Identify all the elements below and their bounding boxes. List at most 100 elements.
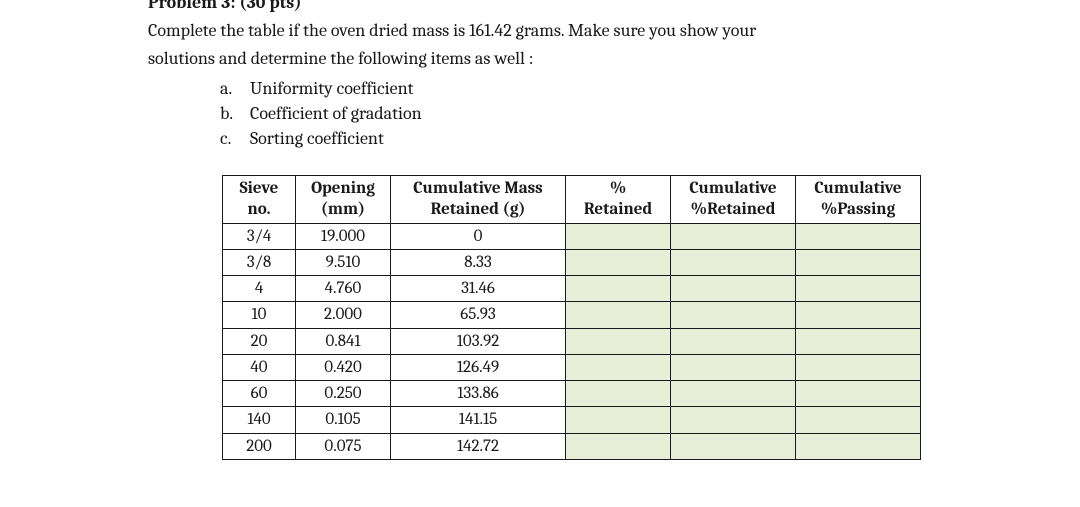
cell-cumpass [796,407,921,433]
cell-sieve: 60 [223,381,296,407]
th-sieve: Sieve no. [223,176,296,224]
cell-cumret [671,381,796,407]
item-a-marker: a. [220,76,238,101]
item-a: a. Uniformity coefficient [220,76,932,101]
item-c: c. Sorting coefficient [220,126,932,151]
table-header-row: Sieve no. Opening (mm) Cumulative Mass R… [223,176,921,224]
cell-cumret [671,354,796,380]
th-cmass-l1: Cumulative Mass [413,179,542,198]
table-wrap: Sieve no. Opening (mm) Cumulative Mass R… [222,175,932,460]
intro-line-1: Complete the table if the oven dried mas… [148,19,932,43]
table-row: 1400.105141.15 [223,407,921,433]
table-row: 3/419.0000 [223,223,921,249]
cell-cumret [671,276,796,302]
cell-sieve: 200 [223,433,296,459]
table-body: 3/419.00003/89.5108.3344.76031.46102.000… [223,223,921,459]
item-c-text: Sorting coefficient [250,126,384,151]
th-opening: Opening (mm) [296,176,391,224]
item-c-marker: c. [220,126,238,151]
cell-sieve: 4 [223,276,296,302]
cell-opening: 9.510 [296,249,391,275]
cell-cmass: 65.93 [391,302,566,328]
cell-pctret [566,249,671,275]
th-cumret-l2: %Retained [691,200,776,219]
table-row: 3/89.5108.33 [223,249,921,275]
th-cumpass: Cumulative %Passing [796,176,921,224]
cell-opening: 0.841 [296,328,391,354]
cell-cmass: 31.46 [391,276,566,302]
cell-cumpass [796,302,921,328]
cell-pctret [566,381,671,407]
item-b-text: Coefficient of gradation [250,101,422,126]
cell-opening: 19.000 [296,223,391,249]
item-a-text: Uniformity coefficient [250,76,414,101]
cell-cumret [671,302,796,328]
item-b: b. Coefficient of gradation [220,101,932,126]
table-head: Sieve no. Opening (mm) Cumulative Mass R… [223,176,921,224]
th-pctret: % Retained [566,176,671,224]
cell-cumpass [796,433,921,459]
th-sieve-l1: Sieve [240,179,279,198]
problem-heading: Problem 3: (30 pts) [148,0,932,13]
cell-cmass: 141.15 [391,407,566,433]
cell-cumpass [796,249,921,275]
item-b-marker: b. [220,101,238,126]
th-cumret-l1: Cumulative [689,179,776,198]
table-row: 2000.075142.72 [223,433,921,459]
th-open-l1: Opening [311,179,375,198]
cell-cmass: 8.33 [391,249,566,275]
table-row: 600.250133.86 [223,381,921,407]
intro-line-2: solutions and determine the following it… [148,47,932,71]
th-pctret-l2: Retained [584,200,652,219]
cell-cmass: 133.86 [391,381,566,407]
sieve-table: Sieve no. Opening (mm) Cumulative Mass R… [222,175,921,460]
cell-cmass: 103.92 [391,328,566,354]
cell-cumret [671,433,796,459]
table-row: 102.00065.93 [223,302,921,328]
cell-cumpass [796,223,921,249]
cell-pctret [566,354,671,380]
table-row: 44.76031.46 [223,276,921,302]
table-row: 400.420126.49 [223,354,921,380]
th-sieve-l2: no. [247,200,270,219]
cell-cumret [671,407,796,433]
th-cumpass-l2: %Passing [821,200,895,219]
cell-cumret [671,249,796,275]
cell-pctret [566,302,671,328]
cell-cumpass [796,276,921,302]
cell-pctret [566,328,671,354]
cell-sieve: 10 [223,302,296,328]
cell-pctret [566,433,671,459]
th-cumret: Cumulative %Retained [671,176,796,224]
cell-pctret [566,223,671,249]
cell-cumret [671,328,796,354]
items-list: a. Uniformity coefficient b. Coefficient… [220,76,932,152]
cell-cumret [671,223,796,249]
cell-cmass: 126.49 [391,354,566,380]
cell-cumpass [796,381,921,407]
cell-sieve: 20 [223,328,296,354]
cell-opening: 0.420 [296,354,391,380]
page: Problem 3: (30 pts) Complete the table i… [0,0,1080,460]
cell-opening: 4.760 [296,276,391,302]
th-pctret-l1: % [610,179,627,198]
table-row: 200.841103.92 [223,328,921,354]
cell-pctret [566,407,671,433]
cell-sieve: 140 [223,407,296,433]
cell-cumpass [796,354,921,380]
cell-sieve: 3/8 [223,249,296,275]
cell-opening: 0.250 [296,381,391,407]
cell-cumpass [796,328,921,354]
cell-cmass: 142.72 [391,433,566,459]
th-cmass: Cumulative Mass Retained (g) [391,176,566,224]
cell-pctret [566,276,671,302]
cell-opening: 2.000 [296,302,391,328]
cell-opening: 0.075 [296,433,391,459]
th-cumpass-l1: Cumulative [814,179,901,198]
cell-sieve: 3/4 [223,223,296,249]
th-cmass-l2: Retained (g) [431,200,526,219]
cell-sieve: 40 [223,354,296,380]
cell-cmass: 0 [391,223,566,249]
th-open-l2: (mm) [321,200,365,219]
cell-opening: 0.105 [296,407,391,433]
